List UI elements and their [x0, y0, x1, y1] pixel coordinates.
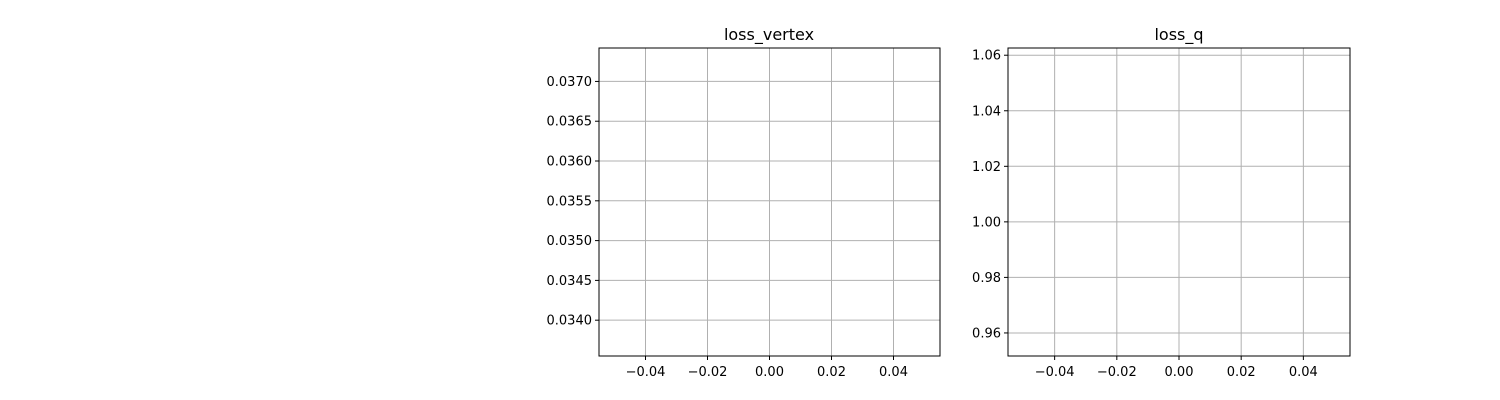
y-tick-label: 1.00 [972, 215, 1001, 230]
y-tick-label: 0.0340 [547, 314, 593, 329]
chart-title-loss-q: loss_q [1154, 25, 1203, 45]
x-tick-label: 0.04 [879, 365, 908, 380]
x-tick-label: −0.04 [626, 365, 666, 380]
y-tick-label: 0.96 [972, 326, 1001, 341]
y-tick-label: 1.04 [972, 104, 1001, 119]
x-tick-label: −0.04 [1035, 365, 1075, 380]
x-tick-label: 0.00 [755, 365, 784, 380]
x-tick-label: 0.00 [1165, 365, 1194, 380]
y-tick-label: 0.0350 [547, 234, 593, 249]
y-tick-label: 0.0365 [547, 115, 593, 130]
x-tick-label: 0.02 [817, 365, 846, 380]
x-tick-label: 0.02 [1227, 365, 1256, 380]
y-tick-label: 0.98 [972, 271, 1001, 286]
y-tick-label: 0.0355 [547, 194, 593, 209]
x-tick-label: 0.04 [1289, 365, 1318, 380]
x-tick-label: −0.02 [688, 365, 728, 380]
y-tick-label: 0.0370 [547, 75, 593, 90]
subplot-loss-vertex: loss_vertex −0.04 −0.02 0.00 0.02 0.04 0.0340… [547, 25, 941, 380]
chart-title-loss-vertex: loss_vertex [724, 25, 814, 45]
subplot-loss-q: loss_q −0.04 −0.02 0.00 0.02 0.04 0.96 0.98 1.0… [972, 25, 1351, 380]
y-tick-label: 1.06 [972, 49, 1001, 64]
y-tick-label: 1.02 [972, 160, 1001, 175]
x-tick-label: −0.02 [1097, 365, 1137, 380]
y-tick-label: 0.0345 [547, 274, 593, 289]
y-tick-label: 0.0360 [547, 155, 593, 170]
